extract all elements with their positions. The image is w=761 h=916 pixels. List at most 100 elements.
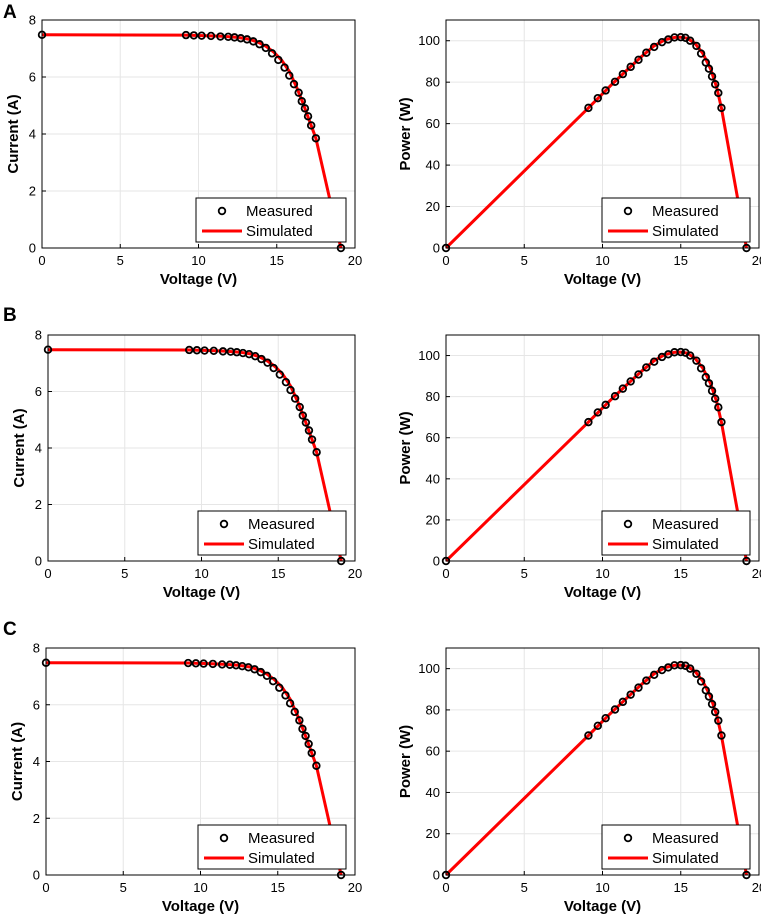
- x-tick-label: 15: [674, 253, 688, 268]
- legend-simulated-label: Simulated: [652, 536, 719, 553]
- measured-point: [601, 713, 610, 723]
- measured-point: [185, 345, 194, 355]
- legend-box: [601, 510, 751, 556]
- plot-frame: [445, 19, 760, 249]
- measured-point: [717, 417, 726, 427]
- plot-frame: [45, 647, 356, 876]
- plot-frame: [445, 647, 760, 876]
- x-axis-label: Voltage (V): [564, 271, 641, 288]
- measured-point: [634, 683, 643, 692]
- measured-point: [301, 418, 311, 427]
- measured-point: [306, 121, 316, 130]
- plot-frame: [445, 334, 760, 562]
- x-tick-label: 5: [521, 880, 528, 895]
- measured-point: [610, 705, 620, 714]
- measured-point: [285, 699, 295, 708]
- legend-simulated-label: Simulated: [652, 223, 719, 240]
- y-tick-label: 0: [33, 868, 40, 883]
- y-axis-label: Power (W): [397, 411, 414, 484]
- measured-point: [692, 356, 701, 365]
- x-tick-label: 20: [752, 566, 761, 581]
- chart-a-pv: 0 5 10 15 20 0 20 40 60 80 100 Voltage (V) Power (W)…: [397, 19, 761, 288]
- y-tick-label: 2: [29, 184, 36, 199]
- measured-point: [285, 71, 294, 80]
- measured-point: [696, 677, 706, 686]
- measured-point: [307, 435, 317, 444]
- y-tick-label: 0: [433, 868, 440, 883]
- measured-point: [610, 77, 620, 86]
- y-tick-label: 6: [29, 70, 36, 85]
- measured-point: [192, 346, 202, 355]
- y-axis-label: Power (W): [397, 97, 414, 170]
- y-tick-label: 6: [35, 384, 42, 399]
- measured-point: [256, 667, 265, 677]
- measured-point: [626, 690, 635, 699]
- measured-point: [294, 88, 303, 97]
- measured-point: [642, 363, 651, 372]
- measured-point: [303, 112, 313, 121]
- measured-point: [189, 31, 199, 40]
- legend: Measured Simulated: [601, 510, 751, 556]
- measured-point: [295, 402, 304, 412]
- y-tick-label: 40: [426, 785, 440, 800]
- measured-point: [701, 58, 710, 67]
- measured-point: [601, 400, 610, 410]
- legend-box: [601, 197, 751, 243]
- y-tick-label: 8: [33, 641, 40, 656]
- measured-point: [676, 33, 685, 42]
- x-tick-label: 5: [121, 566, 128, 581]
- legend-box: [197, 510, 347, 556]
- measured-point: [710, 80, 720, 89]
- x-tick-label: 5: [521, 566, 528, 581]
- measured-point: [307, 748, 316, 758]
- measured-point: [312, 761, 321, 770]
- panel-label-c: C: [3, 619, 17, 640]
- y-axis-label: Current (A): [9, 722, 26, 801]
- x-tick-label: 5: [117, 253, 124, 268]
- y-tick-label: 8: [29, 13, 36, 28]
- x-tick-label: 0: [442, 566, 449, 581]
- panel-label-a: A: [3, 2, 17, 23]
- x-tick-label: 15: [674, 566, 688, 581]
- measured-point: [634, 370, 643, 379]
- legend-simulated-label: Simulated: [248, 536, 315, 553]
- measured-point: [634, 55, 643, 64]
- y-tick-label: 0: [433, 554, 440, 569]
- measured-point: [676, 347, 685, 357]
- x-tick-label: 10: [191, 253, 205, 268]
- y-tick-label: 0: [35, 554, 42, 569]
- measured-point: [649, 357, 659, 366]
- measured-point: [300, 104, 310, 113]
- x-tick-label: 15: [271, 880, 285, 895]
- measured-point: [298, 411, 308, 420]
- legend-measured-marker: [623, 519, 633, 529]
- measured-point: [199, 659, 208, 668]
- legend-measured-label: Measured: [248, 830, 315, 847]
- y-axis-label: Current (A): [5, 94, 22, 173]
- measured-point: [584, 731, 593, 740]
- legend-measured-marker: [623, 833, 633, 843]
- legend: Measured Simulated: [197, 824, 347, 870]
- measured-point: [255, 40, 264, 49]
- measured-point: [676, 660, 685, 670]
- measured-point: [298, 724, 307, 734]
- chart-b-iv: B 0 5 10 15 20 0 2 4 6 8 Voltage (V) Current (A) Meas…: [3, 305, 362, 601]
- legend: Measured Simulated: [197, 510, 347, 556]
- measured-point: [261, 43, 270, 53]
- measured-point: [610, 392, 620, 401]
- y-axis-label: Current (A): [11, 408, 28, 487]
- measured-point: [280, 63, 289, 72]
- measured-point: [206, 31, 216, 41]
- measured-point: [257, 354, 266, 364]
- y-tick-label: 80: [426, 389, 440, 404]
- chart-a-iv: A 0 5 10 15 20 0 2 4 6 8 Voltage (V) Current (A) Meas…: [3, 2, 362, 288]
- legend-measured-label: Measured: [652, 830, 719, 847]
- legend-measured-label: Measured: [652, 516, 719, 533]
- measured-point: [717, 731, 726, 740]
- y-tick-label: 20: [426, 512, 440, 527]
- legend: Measured Simulated: [195, 197, 347, 243]
- y-tick-label: 4: [33, 754, 40, 769]
- y-tick-label: 4: [35, 441, 42, 456]
- measured-point: [311, 134, 321, 143]
